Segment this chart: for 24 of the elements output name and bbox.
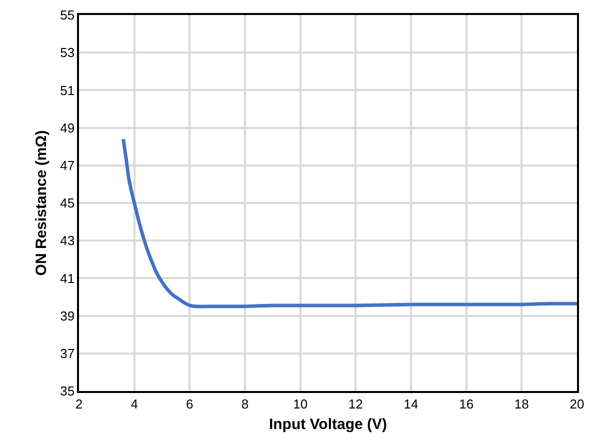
y-axis-title: ON Resistance (mΩ)	[32, 130, 50, 276]
x-tick-label: 6	[186, 396, 194, 412]
y-tick-label: 51	[60, 82, 75, 98]
x-tick-label: 14	[404, 396, 418, 412]
x-tick-label: 20	[570, 396, 584, 412]
x-tick-label: 12	[348, 396, 363, 412]
y-tick-label: 49	[60, 120, 75, 136]
y-tick-label: 43	[60, 233, 75, 248]
y-tick-label: 37	[60, 346, 75, 361]
y-tick-label: 41	[60, 270, 75, 286]
x-tick-label: 2	[75, 396, 83, 412]
x-tick-label: 10	[293, 396, 308, 412]
x-tick-label: 8	[241, 396, 249, 412]
y-tick-label: 45	[60, 196, 75, 211]
y-tick-label: 35	[60, 384, 75, 399]
x-tick-label: 4	[130, 396, 138, 412]
x-tick-label: 18	[514, 396, 529, 412]
y-tick-label: 47	[60, 158, 75, 173]
line-series	[122, 137, 577, 308]
y-tick-label: 39	[60, 308, 75, 324]
x-tick-label: 16	[459, 396, 474, 412]
x-axis-title: Input Voltage (V)	[268, 416, 388, 433]
y-tick-label: 53	[60, 45, 75, 60]
y-tick-label: 55	[60, 8, 75, 23]
